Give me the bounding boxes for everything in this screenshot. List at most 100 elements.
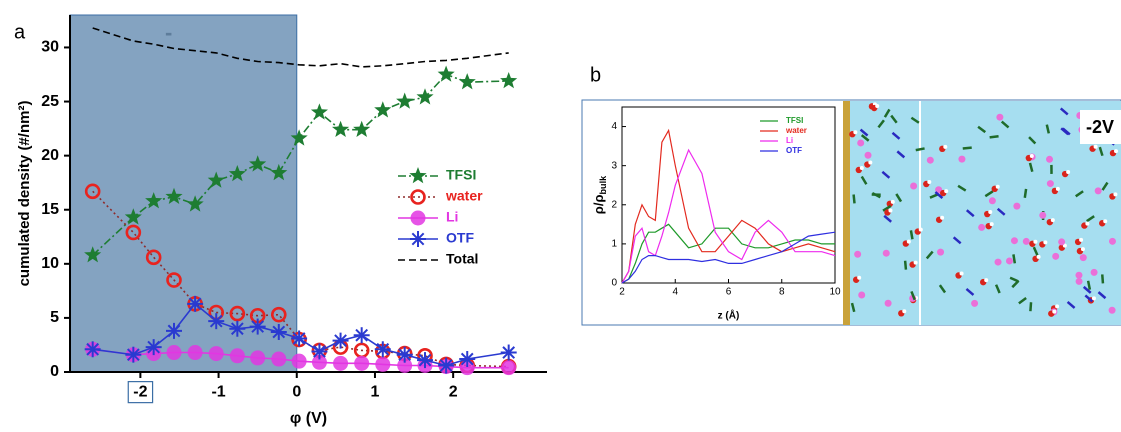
water-atom [1093,144,1098,149]
marker-star [409,167,427,184]
li-atom [958,155,966,163]
molecule-bond [1032,246,1039,256]
li-atom [864,151,872,159]
x-tick-label: 2 [619,287,625,298]
x-tick-label: 4 [672,287,678,298]
water-atom [1066,170,1071,175]
otf-bond [1084,294,1094,303]
li-atom [1094,187,1102,195]
water-atom [1091,296,1096,301]
molecule-bond [852,194,856,204]
li-atom [988,197,996,205]
molecule-bond [910,290,916,301]
li-atom [1022,237,1030,245]
molecule-bond [1101,181,1109,191]
water-atom [902,309,907,314]
y-axis-label: ρ/ρbulk [591,175,608,214]
marker-star [353,120,371,137]
marker-star [374,101,392,118]
series-line [621,148,836,284]
asterisk-stroke [147,340,161,354]
asterisk-stroke [398,348,412,362]
marker-star [437,65,455,82]
marker-circle [125,224,142,241]
li-atom [1108,237,1116,245]
water-atom [984,278,989,283]
marker-sphere [354,355,370,371]
marker-asterisk [187,295,204,312]
otf-bond [1097,291,1107,300]
asterisk-stroke [230,322,244,336]
marker-sphere [501,360,517,376]
li-atom [1079,254,1087,262]
x-tick-label: -2 [133,384,147,401]
x-tick-label: 10 [829,287,841,298]
legend-label: TFSI [446,167,476,183]
marker-star [124,208,142,225]
water-atom [1033,239,1038,244]
water-atom [995,184,1000,189]
li-atom [882,249,890,257]
molecule-bond [909,230,914,240]
otf-bond [1082,285,1092,294]
molecule-bond [1029,302,1033,312]
molecule-bond [1028,136,1037,145]
water-atom [1080,247,1085,252]
molecule-bond [1009,276,1019,283]
marker-asterisk [410,231,426,247]
otf-bond [952,236,962,245]
y-tick-label: 5 [50,309,59,326]
water-atom [1113,192,1118,197]
y-axis-label-sub: bulk [598,175,608,195]
marker-asterisk [374,341,391,358]
y-tick-label: 30 [41,39,59,56]
water-atom [857,275,862,280]
water-atom [890,199,895,204]
molecule-bond [977,125,987,134]
li-atom [854,250,862,258]
marker-asterisk [125,346,142,363]
otf-bond [996,207,1006,216]
marker-star [228,165,246,182]
marker-star [145,192,163,209]
y-axis-label-main: ρ/ρ [591,195,606,215]
li-atom [1046,155,1054,163]
marker-star [500,72,518,89]
marker-star [332,120,350,137]
marker-sphere [291,353,307,369]
otf-bond [1059,107,1069,116]
asterisk-stroke [334,334,347,347]
asterisk-stroke [460,352,474,366]
molecule-bond [957,184,967,192]
x-axis-label: φ (V) [290,410,327,427]
molecule-bond [850,302,856,313]
otf-bond [965,209,975,218]
molecule-bond [1018,297,1027,305]
marker-circle [410,189,426,205]
marker-star [186,195,204,212]
marker-asterisk [500,344,517,361]
molecule-bond [938,284,947,294]
marker-star [416,88,434,105]
li-atom [910,182,918,190]
marker-asterisk [332,332,349,349]
marker-asterisk [353,327,370,344]
li-atom [857,139,865,147]
li-atom [1108,306,1116,314]
molecule-bond [860,175,868,185]
marker-star [207,171,225,188]
marker-asterisk [229,320,246,337]
asterisk-stroke [126,348,140,362]
asterisk-stroke [411,232,425,246]
y-tick-label: 0 [611,278,617,289]
asterisk-stroke [251,320,265,333]
water-atom [1036,254,1041,259]
water-atom [1103,219,1108,224]
x-tick-label: 2 [449,384,458,401]
marker-asterisk [396,346,413,363]
marker-star [458,73,476,90]
water-atom [1079,237,1084,242]
asterisk-stroke [418,353,432,367]
molecule-bond [1075,190,1084,198]
molecule-bond [903,260,908,270]
